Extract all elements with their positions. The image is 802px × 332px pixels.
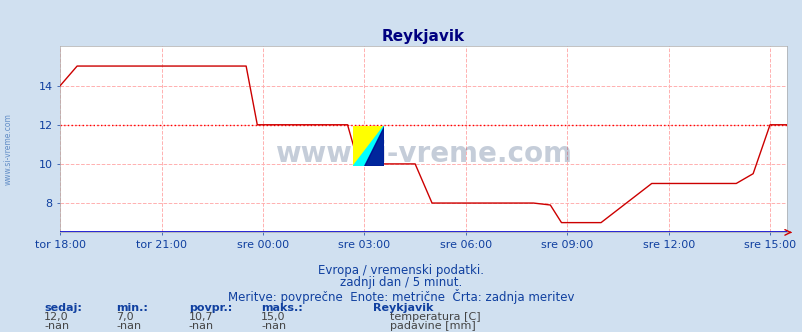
Text: -nan: -nan bbox=[188, 321, 213, 331]
Text: www.si-vreme.com: www.si-vreme.com bbox=[3, 114, 13, 185]
Text: sedaj:: sedaj: bbox=[44, 303, 82, 313]
Text: 15,0: 15,0 bbox=[261, 312, 286, 322]
Text: 12,0: 12,0 bbox=[44, 312, 69, 322]
Text: Meritve: povprečne  Enote: metrične  Črta: zadnja meritev: Meritve: povprečne Enote: metrične Črta:… bbox=[228, 289, 574, 304]
Polygon shape bbox=[353, 126, 383, 166]
Text: maks.:: maks.: bbox=[261, 303, 302, 313]
Text: -nan: -nan bbox=[116, 321, 141, 331]
Polygon shape bbox=[363, 126, 383, 166]
Text: -nan: -nan bbox=[44, 321, 69, 331]
Text: min.:: min.: bbox=[116, 303, 148, 313]
Text: padavine [mm]: padavine [mm] bbox=[390, 321, 476, 331]
Text: -nan: -nan bbox=[261, 321, 286, 331]
Text: Reykjavik: Reykjavik bbox=[373, 303, 433, 313]
Text: 10,7: 10,7 bbox=[188, 312, 213, 322]
Text: povpr.:: povpr.: bbox=[188, 303, 232, 313]
Text: temperatura [C]: temperatura [C] bbox=[390, 312, 480, 322]
Text: www.si-vreme.com: www.si-vreme.com bbox=[275, 140, 571, 168]
Polygon shape bbox=[353, 126, 383, 166]
Title: Reykjavik: Reykjavik bbox=[382, 29, 464, 44]
Text: 7,0: 7,0 bbox=[116, 312, 134, 322]
Text: Evropa / vremenski podatki.: Evropa / vremenski podatki. bbox=[318, 264, 484, 277]
Text: zadnji dan / 5 minut.: zadnji dan / 5 minut. bbox=[340, 276, 462, 289]
